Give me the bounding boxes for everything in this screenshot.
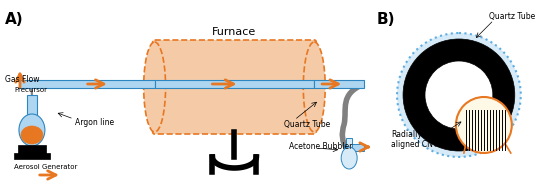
Text: Quartz Tube: Quartz Tube [489,12,535,21]
Text: Argon line: Argon line [75,118,114,127]
Text: Radially
aligned CNTs: Radially aligned CNTs [391,130,441,149]
Text: Aerosol Generator: Aerosol Generator [14,164,77,170]
Bar [27,95,37,120]
Circle shape [425,61,493,129]
Text: Acetone Bubbler: Acetone Bubbler [289,142,353,151]
Bar [20,80,155,88]
Circle shape [456,97,512,153]
Text: Quartz Tube: Quartz Tube [284,120,330,129]
Ellipse shape [303,42,325,132]
Text: Precursor: Precursor [14,87,47,93]
Ellipse shape [144,42,165,132]
Circle shape [403,39,515,151]
Text: B): B) [377,12,396,27]
Bar [346,138,352,150]
Ellipse shape [341,147,357,169]
Ellipse shape [19,114,45,146]
Bar [344,144,364,151]
Bar [18,145,46,155]
Bar [155,80,314,88]
Bar [314,80,364,88]
Ellipse shape [21,126,43,144]
Text: Furnace: Furnace [212,27,256,37]
Text: A): A) [5,12,24,27]
Circle shape [397,33,521,157]
Text: Gas Flow: Gas Flow [5,75,39,84]
Bar [14,153,50,159]
FancyBboxPatch shape [153,40,316,134]
